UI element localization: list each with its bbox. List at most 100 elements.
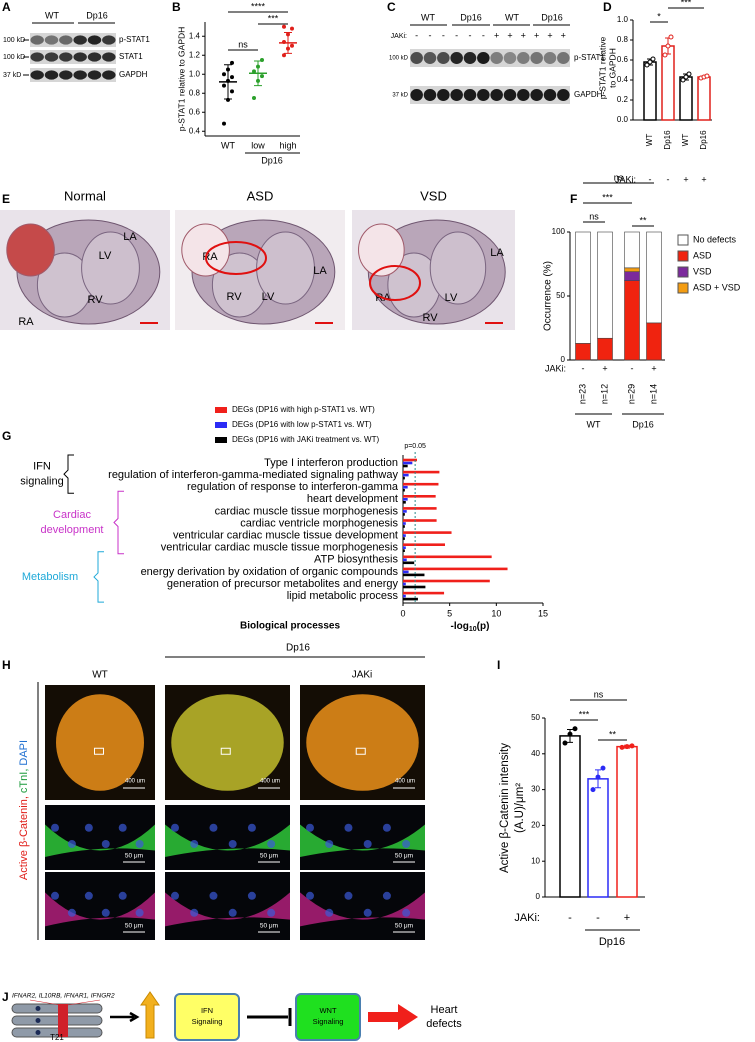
band — [490, 89, 503, 101]
band — [410, 52, 423, 64]
nucleus — [135, 840, 144, 848]
band — [44, 35, 59, 45]
band — [87, 35, 102, 45]
bar — [403, 519, 437, 522]
category-label: regulation of interferon-gamma-mediated … — [108, 469, 398, 481]
point — [222, 121, 226, 126]
significance: *** — [602, 192, 613, 202]
tissue — [165, 892, 290, 927]
x-tick-label: high — [279, 140, 296, 150]
band — [87, 52, 102, 62]
legend-swatch — [677, 234, 689, 246]
chamber-label: LV — [99, 250, 112, 262]
band — [437, 89, 450, 101]
x-axis-label-part: -log — [451, 621, 469, 632]
legend-swatch — [215, 422, 227, 428]
scale-label: 400 um — [125, 779, 145, 785]
nucleus — [228, 840, 237, 848]
nucleus — [344, 891, 353, 900]
point — [683, 74, 689, 80]
band — [73, 70, 87, 80]
band — [530, 52, 543, 64]
bar — [403, 458, 417, 462]
bar — [403, 485, 408, 489]
n-label: n=29 — [626, 384, 636, 404]
bar-segment — [624, 267, 640, 272]
significance: *** — [268, 13, 279, 23]
blot — [410, 49, 570, 67]
bar-segment — [624, 231, 640, 269]
band — [73, 52, 87, 62]
group-bracket — [93, 551, 104, 603]
y-tick-label: 100 — [552, 227, 566, 236]
group-label: IFN — [33, 461, 51, 473]
significance: ns — [238, 39, 248, 49]
row-sign: + — [701, 174, 706, 184]
panel-label: D — [603, 0, 612, 14]
marker: 100 kD — [3, 54, 25, 61]
scale-label: 50 μm — [125, 853, 143, 860]
band — [450, 89, 463, 101]
band — [437, 52, 450, 64]
nucleus — [382, 891, 391, 900]
marker: 100 kD — [389, 56, 409, 62]
point — [252, 96, 256, 100]
chromosome — [11, 1027, 103, 1038]
increase-arrow — [140, 991, 160, 1039]
panel-label: C — [387, 0, 396, 14]
bar-segment — [646, 322, 662, 361]
x-tick-label: 15 — [538, 608, 548, 618]
tissue — [45, 824, 155, 857]
nucleus — [267, 840, 276, 848]
nucleus — [84, 823, 93, 832]
point — [662, 52, 668, 58]
category-label: energy derivation by oxidation of organi… — [141, 566, 399, 578]
bar — [403, 476, 405, 480]
image-title: ASD — [247, 188, 274, 203]
outcome-text: Heart — [431, 1004, 458, 1016]
x-axis-label-part: (p) — [477, 621, 490, 632]
row-sign: + — [602, 363, 607, 373]
micrograph — [300, 872, 425, 940]
band — [44, 70, 59, 80]
legend-swatch — [215, 437, 227, 443]
nucleus — [51, 823, 59, 832]
panel-label: H — [2, 658, 11, 672]
point — [686, 71, 692, 77]
x-tick-label: 5 — [447, 608, 452, 618]
bar — [403, 525, 405, 528]
tissue — [306, 694, 419, 791]
legend-label: No defects — [693, 234, 737, 244]
scale-label: 50 μm — [395, 853, 413, 860]
row-sign: + — [494, 30, 499, 40]
point — [222, 83, 226, 88]
y-tick-label: 0.8 — [617, 35, 629, 44]
chromosome-label: T21 — [50, 1033, 64, 1042]
group-label: WT — [421, 12, 435, 22]
band — [87, 70, 102, 80]
x-tick-label: low — [251, 140, 265, 150]
stain-label: Active β-Catenin, cTnI, DAPI — [18, 740, 30, 880]
panel-label: F — [570, 192, 577, 206]
legend-swatch — [677, 266, 689, 278]
nucleus — [51, 891, 59, 900]
nucleus — [209, 823, 218, 832]
bar — [403, 507, 437, 510]
significance: *** — [681, 0, 692, 7]
group-label: WT — [505, 12, 519, 22]
point — [260, 74, 264, 79]
row-sign: + — [651, 363, 656, 373]
box-text: Signaling — [192, 1017, 223, 1026]
bar — [403, 567, 508, 571]
panel-label: A — [2, 0, 11, 14]
y-tick-label: 50 — [556, 291, 565, 300]
bar — [403, 513, 405, 516]
band — [490, 52, 503, 64]
nucleus — [247, 891, 256, 900]
point — [595, 774, 601, 780]
bar — [616, 745, 638, 898]
bar — [403, 470, 440, 474]
group-label: Dp16 — [261, 155, 283, 165]
marker: 37 kD — [392, 93, 408, 99]
centromere — [35, 1018, 41, 1023]
